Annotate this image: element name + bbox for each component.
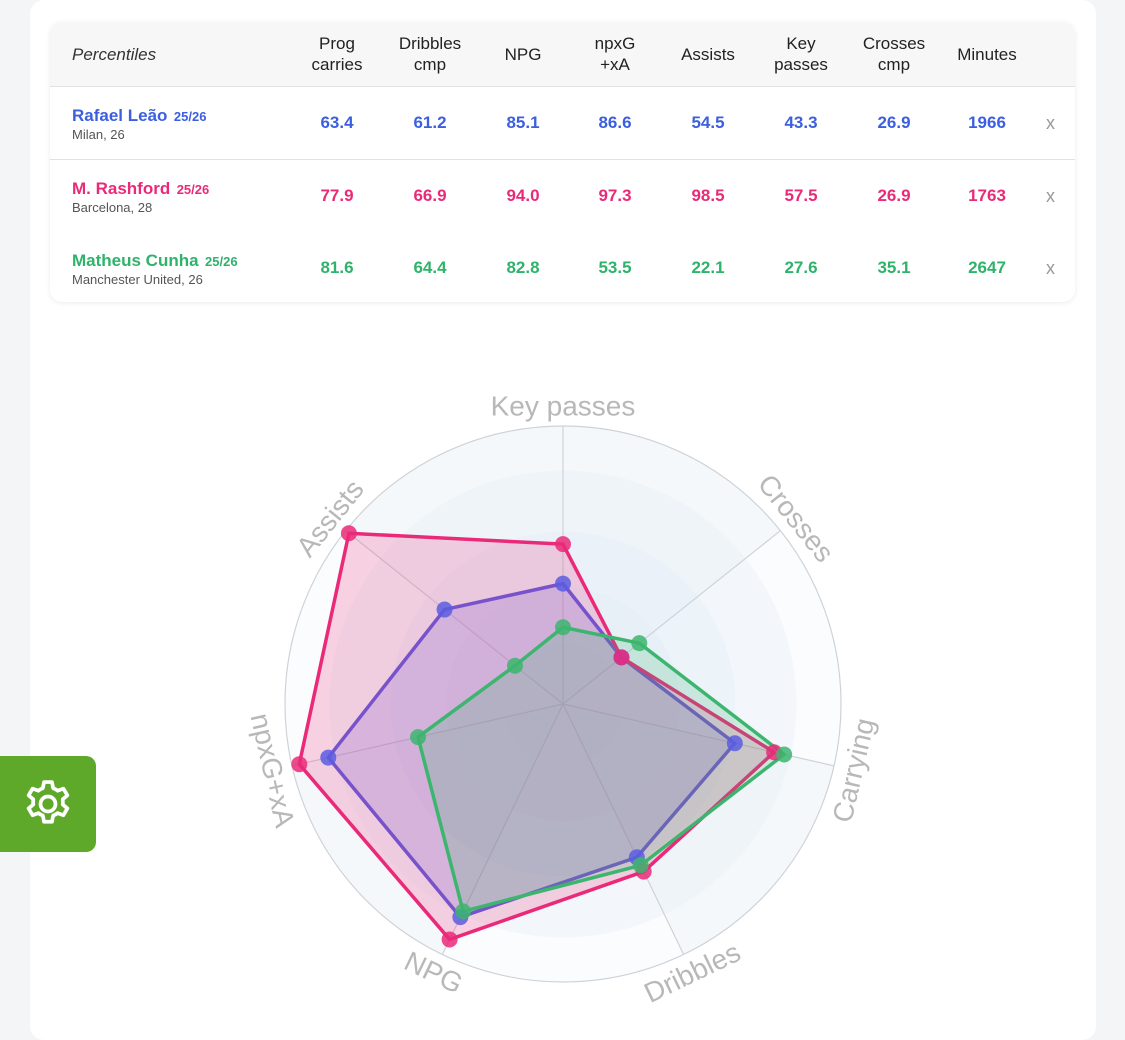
radar-series-area: [297, 531, 776, 942]
table-row: Rafael Leão 25/26 Milan, 26 63.4 61.2 85…: [50, 87, 1075, 160]
stat-key-passes: 27.6: [784, 258, 818, 277]
column-header-prog-carries: Prog carries: [311, 34, 363, 74]
stat-assists: 98.5: [691, 186, 725, 205]
table-row: M. Rashford 25/26 Barcelona, 28 77.9 66.…: [50, 160, 1075, 232]
stat-minutes: 1966: [968, 113, 1006, 132]
player-info: M. Rashford 25/26 Barcelona, 28: [72, 179, 209, 215]
player-club: Manchester United, 26: [72, 272, 203, 287]
radar-point: [291, 756, 308, 773]
remove-player-button[interactable]: x: [1046, 257, 1055, 278]
gear-icon: [26, 780, 70, 824]
radar-sector: [442, 704, 684, 983]
radar-point: [776, 746, 793, 763]
radar-point: [409, 729, 426, 746]
player-name[interactable]: M. Rashford: [72, 179, 171, 198]
player-info: Matheus Cunha 25/26 Manchester United, 2…: [72, 251, 238, 287]
remove-player-button[interactable]: x: [1046, 185, 1055, 206]
player-name[interactable]: Rafael Leão: [72, 106, 168, 125]
radar-point: [455, 903, 472, 920]
stat-minutes: 1763: [968, 186, 1006, 205]
radar-point: [441, 931, 458, 948]
stat-dribbles-cmp: 66.9: [413, 186, 447, 205]
remove-player-button[interactable]: x: [1046, 112, 1055, 133]
radar-spoke: [562, 530, 781, 705]
column-header-minutes: Minutes: [957, 44, 1017, 64]
percentiles-table: Percentiles Prog carries Dribbles cmp NP…: [50, 22, 1075, 302]
column-header-assists: Assists: [681, 44, 735, 64]
stat-npxg-xa: 53.5: [598, 258, 632, 277]
radar-series-area: [326, 581, 737, 919]
stat-crosses-cmp: 26.9: [877, 113, 911, 132]
stat-prog-carries: 81.6: [320, 258, 354, 277]
stat-dribbles-cmp: 61.2: [413, 113, 447, 132]
radar-point: [632, 857, 649, 874]
column-header-npxg-xa: npxG +xA: [594, 34, 636, 74]
player-info: Rafael Leão 25/26 Milan, 26: [72, 106, 206, 142]
column-header-dribbles-cmp: Dribbles cmp: [398, 34, 462, 74]
radar-spoke: [345, 530, 564, 705]
radar-point: [555, 536, 571, 553]
stat-key-passes: 43.3: [784, 113, 818, 132]
stat-dribbles-cmp: 64.4: [413, 258, 447, 277]
radar-spoke: [291, 703, 564, 767]
radar-axis-label: Key passes: [491, 391, 636, 422]
stat-npxg-xa: 97.3: [598, 186, 632, 205]
stat-minutes: 2647: [968, 258, 1006, 277]
radar-series-area: [416, 625, 786, 914]
settings-button[interactable]: [0, 756, 96, 852]
stat-npg: 94.0: [506, 186, 540, 205]
stat-crosses-cmp: 35.1: [877, 258, 911, 277]
radar-point: [631, 635, 648, 652]
player-club: Barcelona, 28: [72, 200, 153, 215]
stat-npg: 85.1: [506, 113, 540, 132]
stat-npg: 82.8: [506, 258, 540, 277]
stat-npxg-xa: 86.6: [598, 113, 632, 132]
radar-point: [340, 525, 357, 542]
radar-point: [613, 649, 630, 666]
stat-crosses-cmp: 26.9: [877, 186, 911, 205]
player-season: 25/26: [173, 109, 207, 124]
radar-point: [555, 575, 571, 592]
player-season: 25/26: [176, 182, 210, 197]
radar-spoke: [562, 703, 685, 955]
stat-key-passes: 57.5: [784, 186, 818, 205]
radar-point: [320, 749, 337, 766]
column-header-crosses-cmp: Crosses cmp: [862, 34, 926, 74]
stat-prog-carries: 77.9: [320, 186, 354, 205]
table-row: Matheus Cunha 25/26 Manchester United, 2…: [50, 232, 1075, 302]
radar-point: [436, 601, 453, 618]
stat-prog-carries: 63.4: [320, 113, 354, 132]
header-percentiles: Percentiles: [72, 44, 157, 64]
player-name[interactable]: Matheus Cunha: [72, 251, 199, 270]
player-club: Milan, 26: [72, 127, 125, 142]
radar-point: [726, 735, 743, 752]
column-header-key-passes: Key passes: [774, 34, 828, 74]
table-header: Percentiles Prog carries Dribbles cmp NP…: [50, 22, 1075, 87]
radar-point: [555, 619, 571, 636]
stat-assists: 22.1: [691, 258, 725, 277]
player-season: 25/26: [205, 254, 238, 269]
radar-point: [506, 657, 523, 674]
stat-assists: 54.5: [691, 113, 725, 132]
column-header-npg: NPG: [504, 44, 542, 64]
